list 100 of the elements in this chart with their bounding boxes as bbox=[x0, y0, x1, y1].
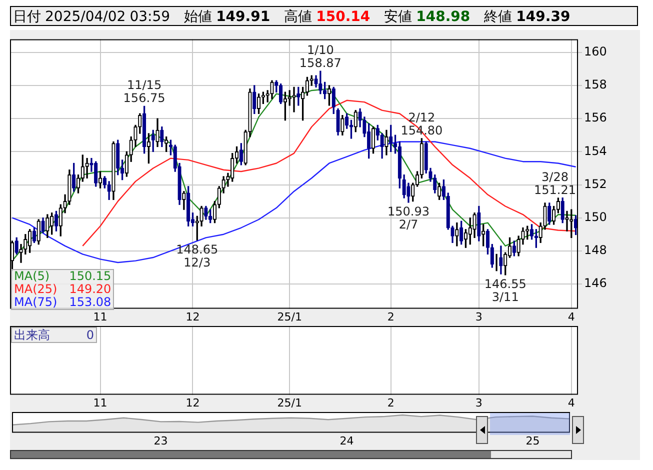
candlestick bbox=[322, 82, 327, 100]
candlestick bbox=[477, 206, 481, 242]
candlestick bbox=[186, 186, 190, 226]
y-tick-label: 152 bbox=[584, 176, 607, 191]
y-tick-label: 154 bbox=[584, 144, 607, 158]
candlestick bbox=[486, 229, 490, 255]
candlestick bbox=[455, 222, 459, 246]
candlestick bbox=[556, 198, 560, 214]
category-label: 12 bbox=[186, 396, 200, 410]
x-tick-label: 2 bbox=[387, 310, 394, 324]
annotation: 146.55 3/11 bbox=[484, 277, 526, 304]
annotation: 150.15 bbox=[69, 269, 112, 283]
candlestick bbox=[349, 120, 354, 139]
candlestick bbox=[472, 212, 476, 238]
candlestick bbox=[354, 110, 358, 132]
x-tick-label: 24 bbox=[340, 434, 354, 448]
candlestick bbox=[499, 246, 503, 274]
candlestick bbox=[200, 206, 204, 226]
candlestick bbox=[46, 214, 50, 238]
y-tick-label: 146 bbox=[584, 276, 607, 290]
candlestick bbox=[336, 108, 340, 136]
candlestick bbox=[239, 143, 243, 166]
text: MA(25) bbox=[14, 282, 58, 296]
x-tick-label: 11 bbox=[93, 310, 108, 324]
y-tick-label: 156 bbox=[584, 110, 607, 125]
candlestick bbox=[538, 222, 542, 243]
candlestick bbox=[314, 75, 318, 88]
candlestick bbox=[129, 136, 133, 162]
text: MA(75) bbox=[14, 295, 58, 309]
chart-title: 日付 2025/04/02 03:59 始値 149.91 高値 150.14 安値 148.98 終値 149.39 bbox=[13, 9, 570, 25]
annotation: 150.93 2/7 bbox=[387, 204, 430, 232]
candlestick bbox=[41, 218, 45, 234]
annotation: 149.20 bbox=[69, 282, 112, 296]
candlestick bbox=[142, 106, 146, 154]
category-label: 3 bbox=[475, 396, 482, 410]
candlestick bbox=[212, 200, 217, 224]
candlestick bbox=[274, 80, 278, 92]
candlestick bbox=[406, 182, 410, 203]
candlestick bbox=[384, 130, 388, 156]
candlestick bbox=[278, 84, 283, 104]
candlestick bbox=[552, 206, 556, 225]
candlestick bbox=[85, 158, 89, 178]
candlestick bbox=[574, 215, 578, 236]
candlestick bbox=[296, 86, 300, 106]
candlestick bbox=[345, 113, 349, 129]
y-tick-label: 148 bbox=[584, 243, 607, 258]
candlestick bbox=[283, 92, 288, 121]
candlestick bbox=[182, 191, 186, 210]
candlestick bbox=[68, 170, 72, 205]
candlestick bbox=[72, 162, 76, 192]
category-label: 2 bbox=[387, 396, 394, 410]
series-label: MA(5) bbox=[14, 269, 50, 283]
candlestick bbox=[560, 197, 564, 224]
candlestick bbox=[230, 152, 234, 182]
y-tick-label: 158 bbox=[584, 78, 607, 92]
candlestick bbox=[292, 86, 296, 112]
candlestick bbox=[548, 202, 552, 225]
candlestick bbox=[565, 210, 569, 232]
candlestick bbox=[530, 224, 534, 240]
candlestick bbox=[32, 227, 36, 243]
y-tick-label: 150 bbox=[584, 210, 607, 224]
candlestick bbox=[305, 76, 310, 96]
x-tick-label: 25/1 bbox=[277, 310, 302, 324]
candlestick bbox=[14, 237, 18, 255]
candlestick bbox=[217, 186, 221, 208]
candlestick bbox=[459, 220, 464, 245]
x-tick-label: 25 bbox=[526, 434, 540, 448]
candlestick bbox=[58, 204, 62, 236]
candlestick bbox=[204, 206, 208, 220]
candlestick bbox=[156, 118, 160, 148]
candlestick bbox=[112, 141, 116, 200]
candlestick bbox=[28, 229, 32, 253]
candlestick bbox=[512, 240, 516, 256]
annotation: 11/15 156.75 bbox=[123, 78, 166, 106]
candlestick bbox=[124, 151, 129, 177]
candlestick bbox=[371, 126, 376, 154]
category-label: 4 bbox=[568, 396, 575, 410]
candlestick bbox=[208, 209, 212, 224]
candlestick bbox=[36, 219, 40, 245]
category-label: 25/1 bbox=[277, 396, 302, 410]
text: 出来高 0 bbox=[14, 328, 94, 342]
candlestick bbox=[54, 210, 58, 232]
candlestick bbox=[332, 86, 336, 114]
annotation: 3/28 151.21 bbox=[534, 170, 576, 197]
annotation: 1/10 158.87 bbox=[299, 43, 342, 70]
candlestick bbox=[482, 224, 486, 246]
x-tick-label: 23 bbox=[154, 434, 168, 448]
candlestick bbox=[270, 80, 274, 100]
y-tick-label: 160 bbox=[584, 44, 607, 59]
candlestick bbox=[222, 176, 226, 194]
x-tick-label: 4 bbox=[568, 310, 575, 324]
candlestick bbox=[543, 202, 547, 230]
annotation: 153.08 bbox=[69, 295, 112, 309]
candlestick bbox=[340, 114, 344, 136]
candlestick bbox=[318, 70, 322, 94]
candlestick bbox=[424, 141, 428, 174]
category-label: 11 bbox=[93, 396, 108, 410]
candlestick bbox=[94, 161, 98, 187]
candlestick bbox=[116, 140, 120, 176]
x-tick-label: 12 bbox=[186, 310, 200, 324]
